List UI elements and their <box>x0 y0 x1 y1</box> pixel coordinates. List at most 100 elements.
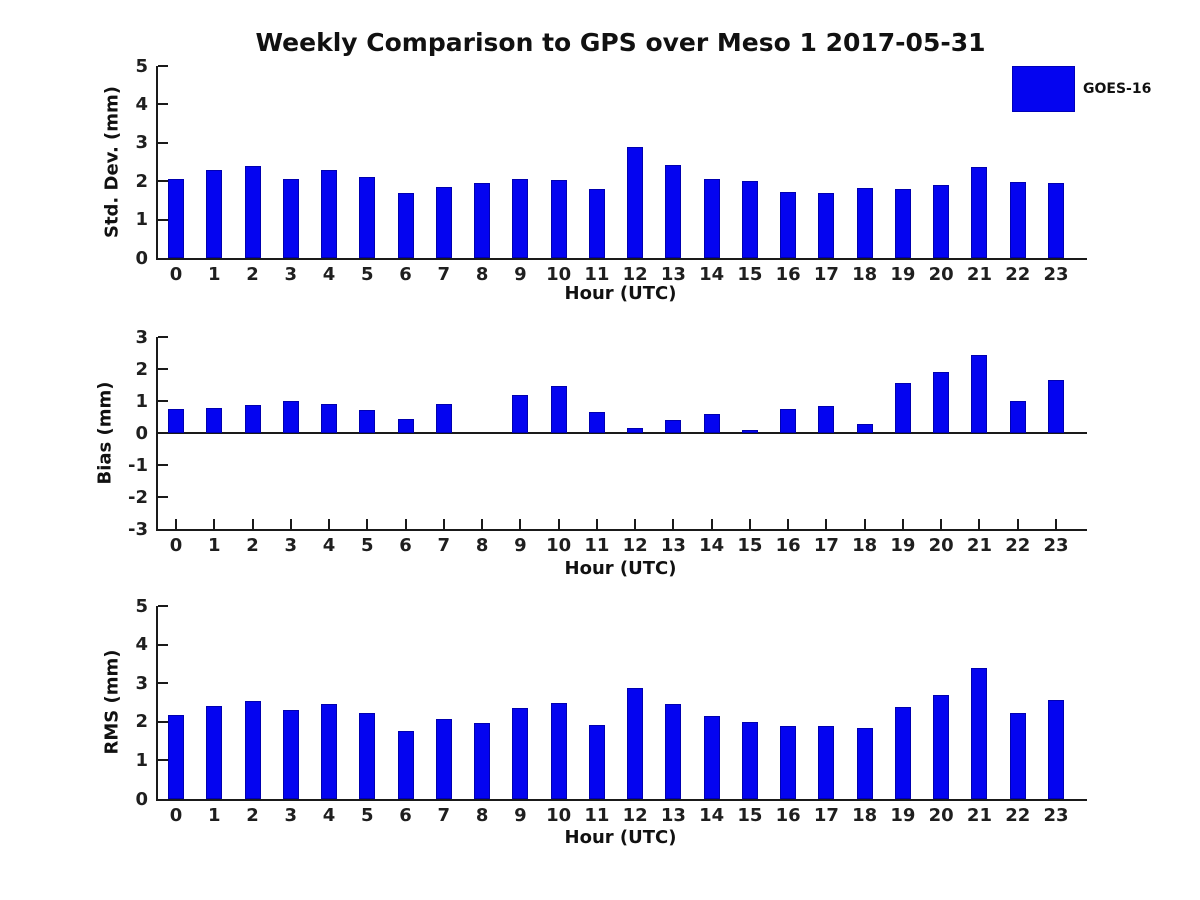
y-tick <box>158 682 168 685</box>
bar <box>512 707 529 799</box>
bar <box>971 355 988 433</box>
bar <box>780 191 797 258</box>
y-tick <box>158 496 168 498</box>
x-tick-label: 19 <box>890 805 916 826</box>
bar <box>168 179 184 258</box>
plot-area-rms: 5 4 3 2 1 0 0 1 2 3 4 5 6 7 8 9 10 11 12 13 14 15 16 17 18 19 20 21… <box>135 596 1087 826</box>
bar <box>627 147 644 258</box>
x-tick-label: 10 <box>546 805 572 826</box>
bar <box>474 723 491 799</box>
bar <box>894 707 911 799</box>
y-tick-label: 0 <box>135 247 148 269</box>
x-tick-label: 6 <box>399 264 412 285</box>
y-tick-label: 0 <box>135 422 148 444</box>
bar <box>244 404 261 433</box>
bar <box>321 403 338 433</box>
x-tick-label: 0 <box>169 805 183 826</box>
bar <box>627 687 644 799</box>
bar <box>703 414 720 433</box>
x-tick-label: 21 <box>966 535 992 556</box>
bar <box>550 702 567 799</box>
x-tick-label: 19 <box>890 264 916 285</box>
x-tick-label: 17 <box>813 264 839 285</box>
x-tick-label: 7 <box>437 264 451 285</box>
x-tick-label: 23 <box>1043 805 1069 826</box>
x-tick-label: 7 <box>437 805 451 826</box>
bar <box>780 409 797 433</box>
x-tick <box>825 519 828 529</box>
x-tick-label: 0 <box>169 535 183 556</box>
bar <box>397 193 414 258</box>
x-tick <box>328 519 331 529</box>
x-tick <box>710 519 713 529</box>
bar <box>512 179 529 258</box>
bar <box>818 192 835 258</box>
bar <box>550 385 567 433</box>
bar <box>971 166 988 258</box>
bar <box>206 705 223 799</box>
bar <box>321 169 338 258</box>
bar <box>435 404 452 433</box>
y-tick-label: 1 <box>135 390 148 412</box>
bar <box>818 406 835 433</box>
x-tick-label: 5 <box>361 264 374 285</box>
bar <box>741 430 758 433</box>
x-axis-label-rms: Hour (UTC) <box>564 827 677 848</box>
x-tick-label: 22 <box>1005 535 1031 556</box>
x-tick <box>748 519 751 529</box>
bar <box>856 188 873 258</box>
x-tick-label: 16 <box>775 535 801 556</box>
y-tick-label: 2 <box>135 711 148 733</box>
bar <box>474 183 491 258</box>
zero-baseline <box>158 432 1087 434</box>
bar <box>1047 182 1064 258</box>
x-tick <box>366 519 369 529</box>
x-tick-label: 18 <box>852 805 878 826</box>
x-tick <box>251 519 254 529</box>
x-tick-label: 4 <box>322 805 336 826</box>
x-tick-label: 12 <box>622 535 648 556</box>
x-tick-label: 3 <box>284 805 298 826</box>
bar <box>1047 380 1064 433</box>
bar <box>1009 712 1026 799</box>
x-tick-label: 21 <box>966 805 992 826</box>
x-tick-label: 10 <box>546 535 572 556</box>
x-tick-label: 9 <box>514 805 527 826</box>
bar <box>206 408 223 433</box>
bar <box>397 731 414 799</box>
legend-swatch <box>1012 66 1075 112</box>
x-tick-label: 2 <box>246 805 259 826</box>
bar <box>168 409 184 433</box>
x-tick-label: 6 <box>399 535 412 556</box>
y-tick <box>158 218 168 221</box>
bar <box>244 700 261 799</box>
bar <box>665 704 682 799</box>
x-tick-label: 3 <box>284 535 298 556</box>
plot-area-bias: 3 2 1 0 -1 -2 -3 0 1 2 3 4 5 6 7 8 9 10 11 12 13 14 15 16 17 18 19… <box>128 327 1087 556</box>
x-axis-label-stddev: Hour (UTC) <box>564 283 677 304</box>
x-tick-label: 23 <box>1043 535 1069 556</box>
x-tick <box>175 519 177 529</box>
bar <box>588 412 605 433</box>
bar <box>665 419 682 433</box>
x-tick-label: 18 <box>852 535 878 556</box>
legend-label: GOES-16 <box>1083 81 1152 97</box>
x-tick <box>213 519 216 529</box>
y-tick <box>158 368 168 370</box>
x-tick-label: 1 <box>207 264 221 285</box>
y-axis-label-rms: RMS (mm) <box>101 649 123 755</box>
y-tick-label: 3 <box>135 132 148 154</box>
bar <box>933 184 950 258</box>
y-tick <box>158 643 168 646</box>
x-axis-label-bias: Hour (UTC) <box>564 558 677 579</box>
x-tick-label: 16 <box>775 805 801 826</box>
x-tick-label: 9 <box>514 535 527 556</box>
x-tick-label: 1 <box>207 805 221 826</box>
bar <box>741 180 758 258</box>
y-tick-label: 4 <box>135 634 148 656</box>
x-tick-label: 5 <box>361 535 374 556</box>
x-tick-label: 8 <box>475 535 489 556</box>
y-tick-label: 2 <box>135 170 148 192</box>
y-tick <box>158 103 168 106</box>
chart-title: Weekly Comparison to GPS over Meso 1 201… <box>255 28 986 57</box>
